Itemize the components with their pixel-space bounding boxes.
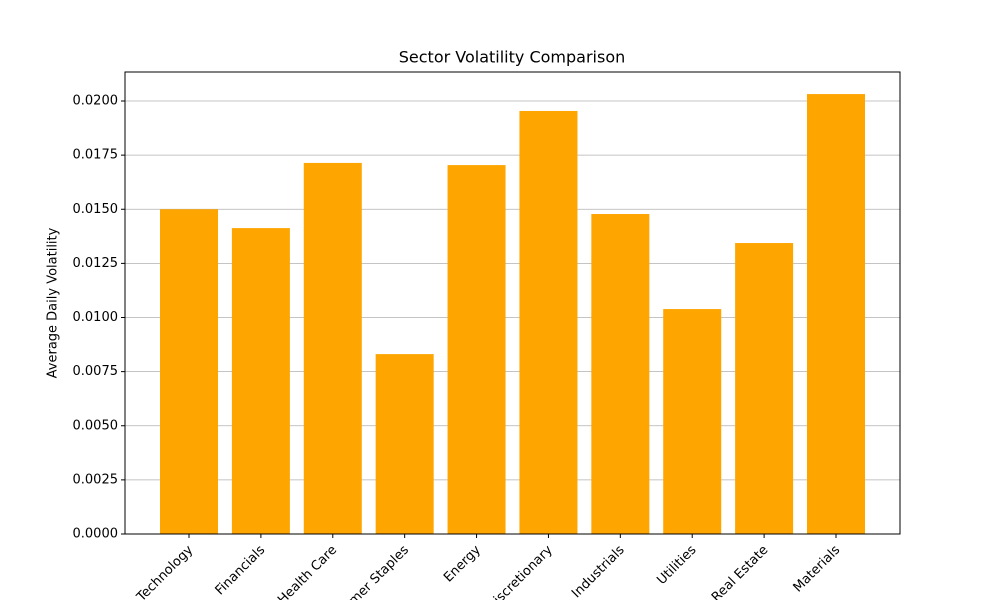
bar [735, 243, 794, 534]
bar [303, 162, 362, 534]
x-tick-label: Energy [441, 542, 484, 585]
y-tick-label: 0.0200 [73, 94, 119, 109]
y-tick-label: 0.0125 [73, 256, 119, 271]
x-tick-label: Health Care [275, 543, 340, 600]
bar [160, 209, 218, 534]
bar [519, 110, 578, 535]
x-tick-label: Utilities [654, 543, 699, 588]
y-tick-label: 0.0025 [73, 472, 119, 487]
bar [231, 228, 290, 535]
y-tick-label: 0.0000 [73, 527, 119, 542]
bar [663, 309, 722, 534]
y-axis-label: Average Daily Volatility [46, 227, 61, 378]
x-tick-label: Real Estate [709, 543, 771, 600]
bar [807, 94, 865, 535]
x-tick-label: Materials [791, 543, 844, 596]
y-tick-label: 0.0150 [73, 202, 119, 217]
y-tick-label: 0.0100 [73, 310, 119, 325]
chart-title: Sector Volatility Comparison [399, 48, 626, 67]
x-tick-label: Technology [133, 542, 196, 600]
y-tick-label: 0.0075 [73, 364, 119, 379]
y-tick-label: 0.0050 [73, 418, 119, 433]
y-tick-label: 0.0175 [73, 148, 119, 163]
x-tick-label: Financials [213, 543, 269, 599]
bar [375, 354, 434, 534]
plot-frame [124, 71, 901, 535]
bar [447, 165, 506, 535]
bar [591, 214, 650, 534]
x-tick-label: Industrials [569, 543, 628, 600]
